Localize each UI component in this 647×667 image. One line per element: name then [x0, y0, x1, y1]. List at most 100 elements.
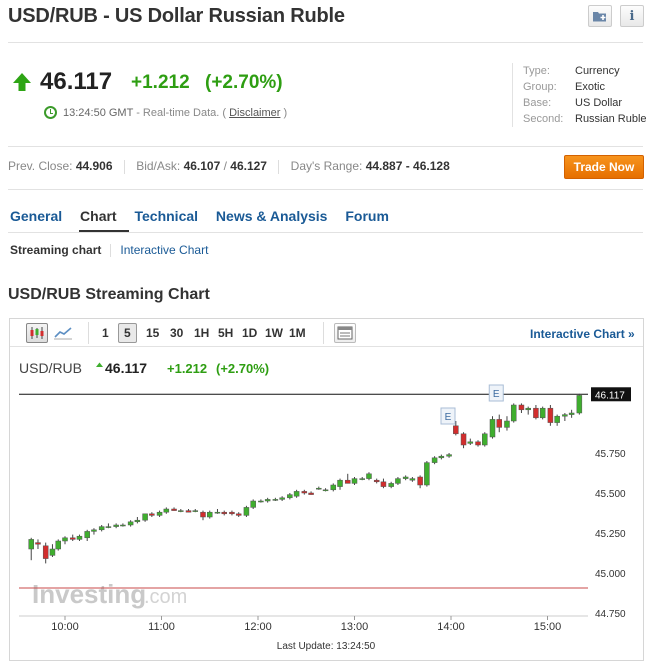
- days-range-label: Day's Range:: [290, 159, 363, 173]
- candle-body: [84, 531, 90, 539]
- candle-body: [351, 478, 358, 484]
- interval-15[interactable]: 15: [146, 326, 160, 340]
- candle-body: [279, 497, 285, 500]
- subnav-interactive-chart[interactable]: Interactive Chart: [120, 243, 209, 257]
- candle-body: [62, 537, 68, 542]
- chart-toolbar: [10, 319, 643, 347]
- info-key: Base:: [523, 97, 552, 109]
- tab-news-analysis[interactable]: News & Analysis: [215, 208, 328, 224]
- candle-body: [395, 478, 401, 484]
- candle-body: [475, 441, 481, 446]
- info-row-group: Group: Exotic: [523, 79, 647, 95]
- info-key: Group:: [523, 81, 557, 93]
- header-divider: [8, 42, 643, 43]
- candle-body: [229, 511, 235, 515]
- candle-body: [49, 548, 56, 556]
- y-tick-label: 46.117: [595, 390, 625, 401]
- candle-body: [301, 491, 308, 494]
- candlestick-icon: [30, 327, 44, 339]
- candle-body: [42, 545, 49, 559]
- chart-change-percent: (+2.70%): [216, 361, 269, 376]
- x-tick-label: 14:00: [437, 621, 465, 633]
- line-view-button[interactable]: [53, 325, 73, 341]
- candle-body: [207, 511, 213, 518]
- candle-body: [243, 507, 250, 516]
- interval-1d[interactable]: 1D: [242, 326, 258, 340]
- candle-body: [156, 511, 163, 516]
- bid-ask-separator: /: [220, 159, 231, 173]
- candle-body: [98, 526, 105, 531]
- investing-watermark: Investing: [32, 579, 146, 609]
- info-row-type: Type: Currency: [523, 63, 647, 79]
- tab-chart[interactable]: Chart: [80, 208, 117, 224]
- candle-body: [308, 492, 314, 495]
- event-marker-box: [440, 407, 456, 425]
- candle-body: [235, 513, 242, 516]
- interactive-chart-link[interactable]: Interactive Chart »: [530, 327, 635, 341]
- interval-1m[interactable]: 1M: [289, 326, 306, 340]
- tab-forum[interactable]: Forum: [345, 208, 389, 224]
- candle-body: [446, 454, 452, 457]
- interval-1h[interactable]: 1H: [194, 326, 210, 340]
- x-tick-label: 13:00: [341, 621, 369, 633]
- candle-body: [69, 537, 76, 540]
- bid-ask-label: Bid/Ask:: [136, 159, 181, 173]
- chart-subnav: Streaming chart Interactive Chart: [10, 243, 209, 258]
- candle-body: [525, 407, 531, 411]
- candle-body: [185, 510, 192, 513]
- toolbar-separator: [323, 322, 324, 344]
- x-tick-label: 12:00: [244, 621, 272, 633]
- candle-body: [264, 499, 271, 502]
- info-button[interactable]: i: [620, 5, 644, 27]
- ask-value: 46.127: [230, 159, 267, 173]
- chart-symbol: USD/RUB: [19, 360, 82, 376]
- interval-1[interactable]: 1: [102, 326, 109, 340]
- add-to-portfolio-button[interactable]: [588, 5, 612, 27]
- interval-5[interactable]: 5: [118, 323, 137, 343]
- price-change-percent: (+2.70%): [205, 72, 283, 93]
- bid-value: 46.107: [183, 159, 221, 173]
- candle-body: [547, 407, 554, 423]
- candle-body: [359, 478, 365, 480]
- table-view-button[interactable]: [334, 323, 356, 343]
- candle-body: [134, 519, 141, 523]
- price-change: +1.212: [131, 72, 190, 93]
- candle-body: [504, 420, 510, 428]
- subnav-streaming-chart[interactable]: Streaming chart: [10, 243, 102, 257]
- info-key: Second:: [523, 113, 564, 125]
- interval-5h[interactable]: 5H: [218, 326, 234, 340]
- candle-body: [55, 540, 61, 550]
- disclaimer-link[interactable]: Disclaimer: [229, 107, 281, 119]
- info-key: Type:: [523, 65, 550, 77]
- table-icon: [337, 326, 353, 340]
- candle-body: [272, 499, 279, 501]
- y-tick-label: 45.250: [595, 529, 626, 540]
- candle-body: [496, 419, 502, 428]
- candle-body: [35, 542, 41, 545]
- candle-body: [344, 479, 351, 484]
- candle-body: [105, 526, 112, 528]
- info-value: Russian Ruble: [575, 113, 647, 125]
- candle-body: [518, 404, 525, 411]
- tab-general[interactable]: General: [10, 208, 63, 224]
- separator: [278, 159, 280, 174]
- interval-1w[interactable]: 1W: [265, 326, 283, 340]
- candle-body: [258, 500, 264, 503]
- candle-body: [192, 510, 199, 512]
- event-marker-label: E: [445, 412, 452, 423]
- realtime-info: 13:24:50 GMT - Real-time Data. ( Disclai…: [63, 107, 287, 119]
- candle-body: [28, 539, 34, 550]
- strip-divider: [8, 189, 643, 190]
- interval-30[interactable]: 30: [170, 326, 184, 340]
- candle-body: [373, 479, 380, 483]
- info-row-base: Base: US Dollar: [523, 95, 647, 111]
- chart-container: [9, 318, 644, 661]
- candle-body: [460, 433, 467, 446]
- streaming-chart[interactable]: Investing.com USD/RUB 46.117 +1.212 (+2.70%…: [10, 348, 643, 660]
- candlestick-view-button[interactable]: [26, 323, 48, 343]
- trade-now-button[interactable]: Trade Now: [564, 155, 644, 179]
- event-marker-label: E: [493, 389, 500, 400]
- tab-technical[interactable]: Technical: [134, 208, 199, 224]
- info-value: Currency: [575, 65, 620, 77]
- candle-body: [76, 535, 83, 540]
